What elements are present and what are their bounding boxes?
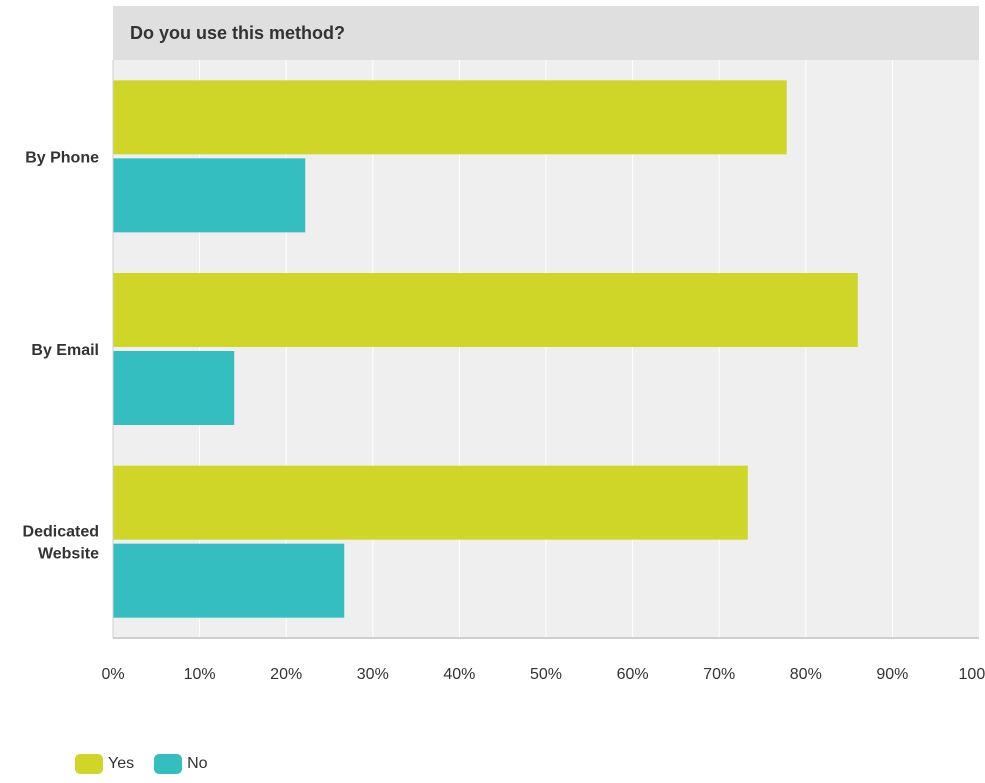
- legend-swatch: [154, 754, 183, 774]
- category-label-line: By Phone: [25, 149, 99, 166]
- title-band: [113, 6, 979, 60]
- x-tick-label: 40%: [443, 666, 475, 683]
- category-label-line: By Email: [31, 342, 99, 359]
- bar-no-1[interactable]: [113, 158, 306, 233]
- bar-no-2[interactable]: [113, 351, 235, 425]
- x-tick-labels: 0% 10% 20% 30% 40% 50% 60% 70% 80% 90% 100%: [101, 666, 985, 683]
- x-tick-label: 70%: [703, 666, 735, 683]
- x-tick-label: 10%: [184, 666, 216, 683]
- bars: [113, 80, 858, 618]
- category-label-line: Website: [38, 546, 99, 563]
- legend-item-yes[interactable]: Yes: [75, 754, 134, 774]
- chart-title: Do you use this method?: [130, 23, 345, 43]
- legend-label: Yes: [108, 755, 135, 772]
- x-tick-label: 30%: [357, 666, 389, 683]
- category-label: By Email: [31, 342, 99, 359]
- bar-yes-2[interactable]: [113, 273, 858, 347]
- gridlines: [199, 60, 893, 638]
- x-tick-label: 50%: [530, 666, 562, 683]
- bar-yes-1[interactable]: [113, 80, 787, 155]
- x-tick-label: 0%: [101, 666, 124, 683]
- legend-label: No: [187, 755, 208, 772]
- category-label: Dedicated Website: [23, 524, 100, 563]
- legend-item-no[interactable]: No: [154, 754, 208, 774]
- category-label-line: Dedicated: [23, 524, 99, 541]
- category-labels: By Phone By Email Dedicated Website: [23, 149, 100, 562]
- x-tick-label: 80%: [790, 666, 822, 683]
- legend: Yes No: [75, 754, 228, 774]
- category-label: By Phone: [25, 149, 99, 166]
- legend-swatch: [75, 754, 103, 774]
- x-tick-label: 100%: [959, 666, 985, 683]
- bar-yes-3[interactable]: [113, 465, 748, 540]
- x-tick-label: 60%: [617, 666, 649, 683]
- x-tick-label: 20%: [270, 666, 302, 683]
- bar-no-3[interactable]: [113, 543, 345, 618]
- x-tick-label: 90%: [876, 666, 908, 683]
